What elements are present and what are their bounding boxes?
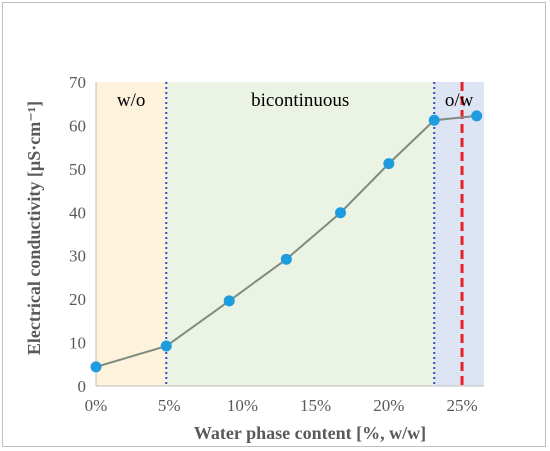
data-point	[280, 253, 292, 265]
axes	[95, 82, 484, 387]
series-line	[95, 114, 477, 368]
phase-regions	[96, 82, 484, 386]
data-point	[335, 207, 347, 219]
region-label: o/w	[445, 90, 474, 111]
x-tick-label: 25%	[446, 396, 477, 415]
y-tick-labels: 0 10 20 30 40 50 60 70	[69, 73, 86, 396]
data-point	[383, 158, 395, 170]
region-band-1	[166, 82, 435, 386]
region-band-0	[96, 82, 167, 386]
x-tick-label: 5%	[158, 396, 181, 415]
y-tick-label: 40	[69, 203, 86, 222]
y-tick-label: 30	[69, 247, 86, 266]
data-point	[471, 110, 483, 122]
region-label: bicontinuous	[251, 90, 349, 111]
y-tick-label: 60	[69, 116, 86, 135]
phase-boundaries	[165, 82, 464, 386]
y-axis-title: Electrical conductivity [µS·cm⁻¹]	[24, 101, 44, 355]
y-tick-label: 0	[78, 377, 87, 396]
region-label: w/o	[117, 90, 146, 111]
x-tick-labels: 0% 5% 10% 15% 20% 25%	[85, 396, 478, 415]
y-tick-label: 10	[69, 334, 86, 353]
data-point	[223, 295, 235, 307]
data-point	[428, 114, 440, 126]
x-tick-label: 0%	[85, 396, 108, 415]
data-series	[90, 110, 483, 373]
x-tick-label: 20%	[373, 396, 404, 415]
y-tick-label: 70	[69, 73, 86, 92]
data-point	[90, 361, 102, 373]
y-tick-label: 20	[69, 290, 86, 309]
region-band-2	[434, 82, 484, 386]
x-tick-label: 15%	[300, 396, 331, 415]
x-tick-label: 10%	[227, 396, 258, 415]
y-tick-label: 50	[69, 160, 86, 179]
region-labels: w/o bicontinuous o/w	[117, 90, 474, 111]
data-point	[160, 340, 172, 352]
x-axis-title: Water phase content [%, w/w]	[194, 423, 426, 443]
